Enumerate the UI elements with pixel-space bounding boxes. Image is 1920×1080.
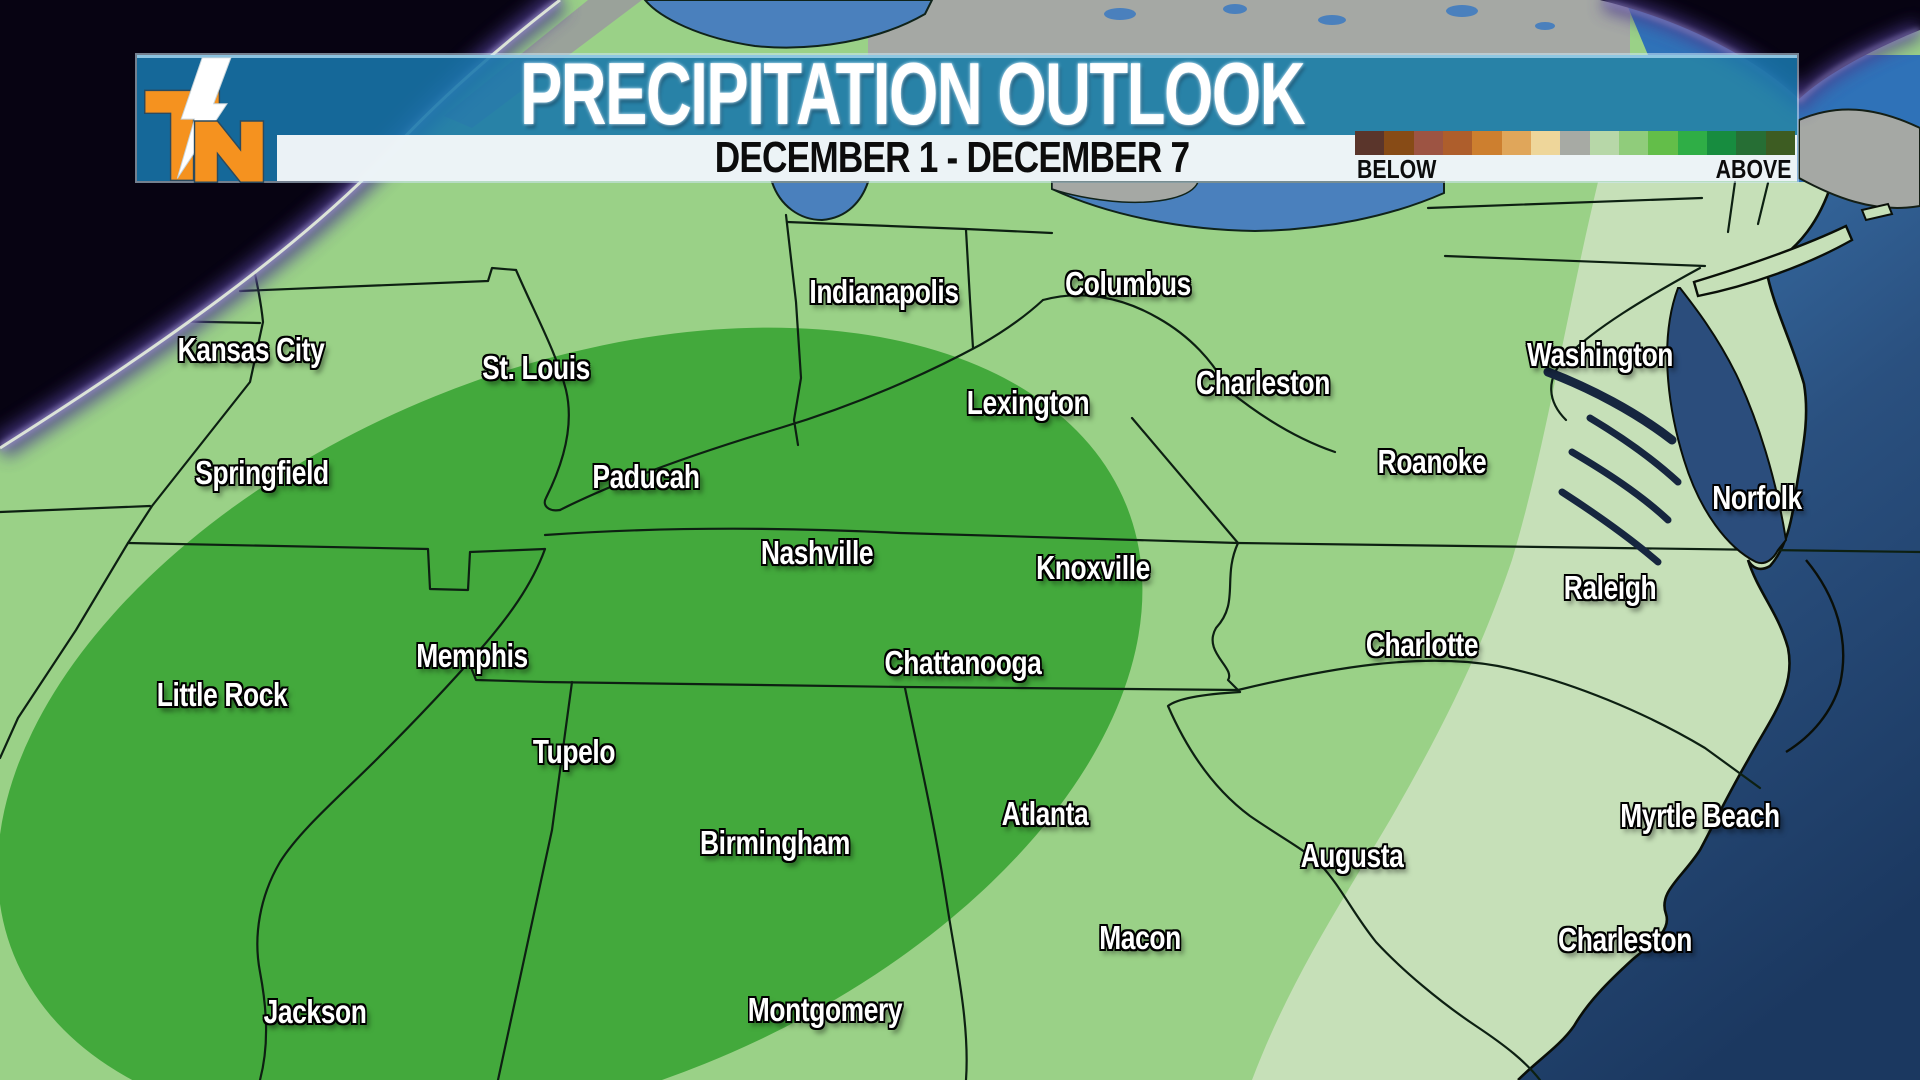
nova-scotia	[1798, 108, 1920, 209]
city-label: Columbus	[1065, 265, 1191, 302]
city-label: Macon	[1099, 919, 1181, 956]
city-label: Knoxville	[1036, 549, 1150, 586]
legend-color-segment	[1530, 131, 1561, 155]
city-label: Kansas City	[177, 331, 325, 368]
city-label: Birmingham	[699, 824, 851, 861]
city-label: St. Louis	[482, 349, 590, 386]
legend-color-segment	[1384, 131, 1414, 155]
lake-superior	[643, 0, 934, 49]
legend-above-label: ABOVE	[1715, 154, 1791, 184]
region-above-core	[0, 327, 1143, 1080]
legend-color-segment	[1618, 131, 1649, 155]
city-label: Little Rock	[156, 676, 288, 713]
city-label: Charleston	[1196, 364, 1330, 401]
city-label: Chattanooga	[884, 644, 1042, 681]
legend-below-label: BELOW	[1357, 154, 1437, 184]
logo-letter-n	[193, 120, 265, 183]
city-label: Charlotte	[1365, 626, 1479, 663]
legend-color-segment	[1413, 131, 1443, 155]
legend-color-segment	[1589, 131, 1619, 155]
city-label: Raleigh	[1563, 569, 1657, 606]
bay-rivers	[1543, 367, 1682, 566]
legend-color-segment	[1355, 131, 1385, 155]
no-data-land	[868, 0, 1630, 55]
city-label: Indianapolis	[809, 273, 959, 310]
legend-color-segment	[1472, 131, 1502, 155]
city-label: Nashville	[760, 534, 874, 571]
city-label: Norfolk	[1712, 479, 1802, 516]
city-label: Paducah	[592, 458, 700, 495]
legend-color-segment	[1501, 131, 1531, 155]
outer-banks	[1785, 559, 1845, 754]
header-banner: PRECIPITATION OUTLOOK DECEMBER 1 - DECEM…	[135, 44, 1799, 184]
city-label: Roanoke	[1377, 443, 1487, 480]
state-borders	[0, 180, 1920, 1080]
legend-color-segment	[1560, 131, 1590, 155]
city-label: Atlanta	[1001, 795, 1089, 832]
atlantic-ocean	[1518, 182, 1920, 1080]
city-label: Memphis	[416, 637, 528, 674]
ontario-land	[1051, 181, 1200, 204]
legend-color-segment	[1442, 131, 1473, 155]
page-title: PRECIPITATION OUTLOOK	[519, 44, 1305, 143]
city-label: Montgomery	[747, 991, 903, 1028]
city-label: Charleston	[1558, 921, 1692, 958]
legend-color-segment	[1765, 131, 1795, 155]
city-label: Washington	[1526, 336, 1674, 373]
coastline	[1517, 181, 1834, 1080]
legend-color-scale	[1355, 131, 1795, 155]
chesapeake-bay	[1666, 287, 1788, 564]
legend-color-segment	[1736, 131, 1766, 155]
tn-logo	[144, 57, 265, 183]
city-label: Lexington	[966, 384, 1090, 421]
small-lakes	[1104, 4, 1555, 30]
city-label: Jackson	[263, 993, 367, 1030]
city-label: Tupelo	[532, 733, 616, 770]
date-range: DECEMBER 1 - DECEMBER 7	[714, 133, 1190, 182]
legend-color-segment	[1677, 131, 1707, 155]
legend-color-segment	[1648, 131, 1678, 155]
city-label: Augusta	[1300, 837, 1404, 874]
legend-color-segment	[1706, 131, 1737, 155]
city-label: Myrtle Beach	[1620, 797, 1780, 834]
long-island	[1692, 224, 1854, 298]
island	[1860, 202, 1894, 222]
city-label: Springfield	[195, 454, 329, 491]
lake-michigan	[770, 181, 870, 222]
